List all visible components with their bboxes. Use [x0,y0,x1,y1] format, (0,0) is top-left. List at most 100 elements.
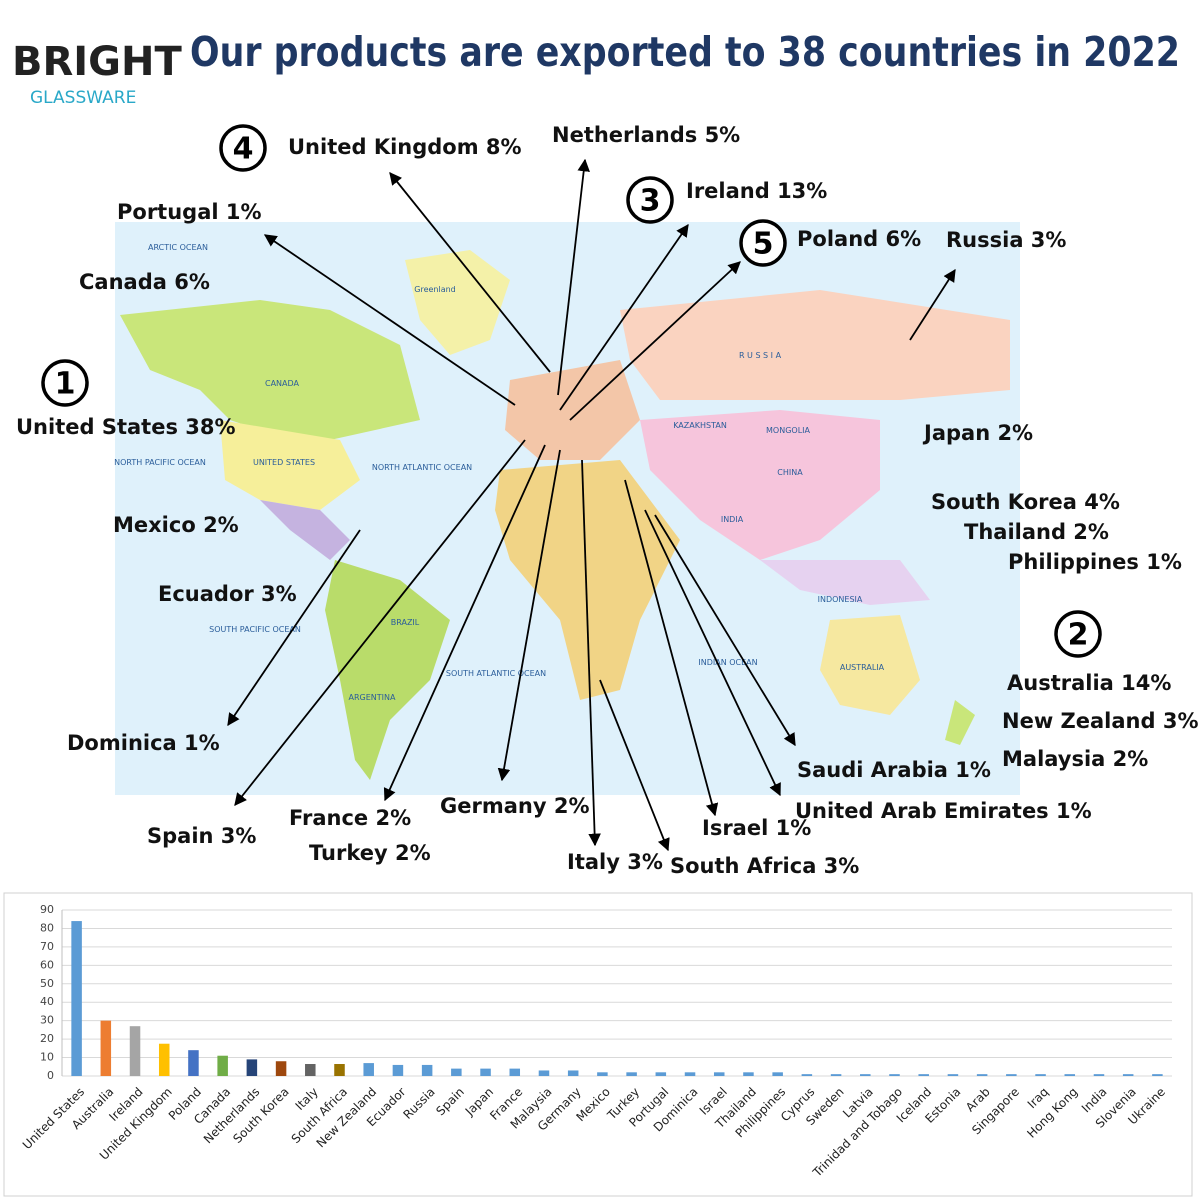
callout-label: United Kingdom 8% [288,135,522,159]
map-label: AUSTRALIA [840,663,885,672]
badge-circle [41,359,89,407]
bar [655,1072,667,1076]
x-tick-label: Russia [401,1085,438,1122]
y-tick-label: 50 [40,977,54,990]
callout-label: Netherlands 5% [552,123,740,147]
arrow [557,158,590,396]
land-mexico [260,500,350,560]
bar [71,921,82,1076]
callout-label: Spain 3% [147,824,256,848]
map-label: INDIA [721,515,744,524]
bar [451,1068,462,1076]
map-label: ARCTIC OCEAN [148,243,208,252]
callout-label: Mexico 2% [113,513,239,537]
y-tick-label: 10 [40,1051,54,1064]
bar [801,1074,813,1076]
arrow [644,509,781,797]
arrow [227,529,361,727]
land-russia [620,290,1010,400]
bar [772,1072,783,1076]
badge-circle [739,219,787,267]
bar [626,1072,637,1076]
badge-number: 3 [640,184,661,219]
arrow [383,444,546,802]
callout-label: United States 38% [16,415,236,439]
arrow [263,234,516,406]
callout-label: United Arab Emirates 1% [795,799,1092,823]
map-label: UNITED STATES [253,458,315,467]
map-label: Greenland [414,285,456,294]
bar [947,1074,959,1076]
map-label: ARGENTINA [349,693,397,702]
land-usa [220,420,360,510]
y-tick-label: 60 [40,958,54,971]
map-label: KAZAKHSTAN [673,421,727,430]
logo: BRIGHT [12,39,182,85]
bar [217,1055,228,1076]
map-label: MONGOLIA [766,426,810,435]
arrow [389,172,551,373]
map-label: CANADA [265,379,300,388]
bar [334,1064,345,1076]
map-label: CHINA [777,468,803,477]
callout-label: Germany 2% [440,794,590,818]
arrow [581,459,601,847]
callout-label: Israel 1% [702,816,811,840]
land-canada [120,300,420,440]
callout-label: Malaysia 2% [1002,747,1148,771]
arrow [497,449,561,782]
callout-label: Turkey 2% [309,841,431,865]
badge-number: 1 [55,367,76,402]
bar [567,1070,579,1076]
bar [275,1061,287,1076]
land-asia [640,410,880,560]
bar [421,1064,433,1076]
bar [743,1072,754,1076]
arrow [624,479,719,817]
callout-label: Russia 3% [946,228,1066,252]
map-label: SOUTH ATLANTIC OCEAN [446,669,546,678]
arrow [569,261,741,421]
bar [1064,1074,1076,1076]
y-tick-label: 70 [40,940,54,953]
badge-number: 4 [233,132,254,167]
callout-label: France 2% [289,806,411,830]
map-label: SOUTH PACIFIC OCEAN [209,625,301,634]
bar [158,1043,170,1076]
title: Our products are exported to 38 countrie… [190,28,1180,76]
arrow [559,223,689,411]
bar [830,1074,842,1076]
callout-label: South Korea 4% [931,490,1120,514]
y-tick-label: 20 [40,1032,54,1045]
logo-sub: GLASSWARE [30,88,136,108]
map-label: NORTH ATLANTIC OCEAN [372,463,472,472]
bar [1122,1074,1134,1076]
bar [1035,1074,1046,1076]
bar [976,1074,988,1076]
arrow [234,439,526,806]
bar [392,1064,404,1076]
map-label: NORTH PACIFIC OCEAN [114,458,206,467]
map-label: INDIAN OCEAN [698,658,757,667]
badge-number: 2 [1068,618,1089,653]
callout-label: Thailand 2% [964,520,1109,544]
y-tick-label: 0 [47,1069,54,1082]
bar [509,1068,521,1076]
land-south-america [325,560,450,780]
bar [100,1020,112,1076]
map-label: INDONESIA [818,595,863,604]
arrow [599,679,670,852]
land-new-zealand [945,700,975,745]
badge-number: 5 [753,227,774,262]
arrow [654,514,796,747]
chart-frame [3,892,1193,1197]
badge-circle [1054,610,1102,658]
map-label: R U S S I A [739,351,782,360]
bar [538,1070,550,1076]
bar [918,1074,929,1076]
land-europe [505,360,640,460]
callout-label: Australia 14% [1007,671,1171,695]
bar [1006,1074,1017,1076]
callout-label: Italy 3% [567,850,663,874]
bar [188,1050,199,1076]
